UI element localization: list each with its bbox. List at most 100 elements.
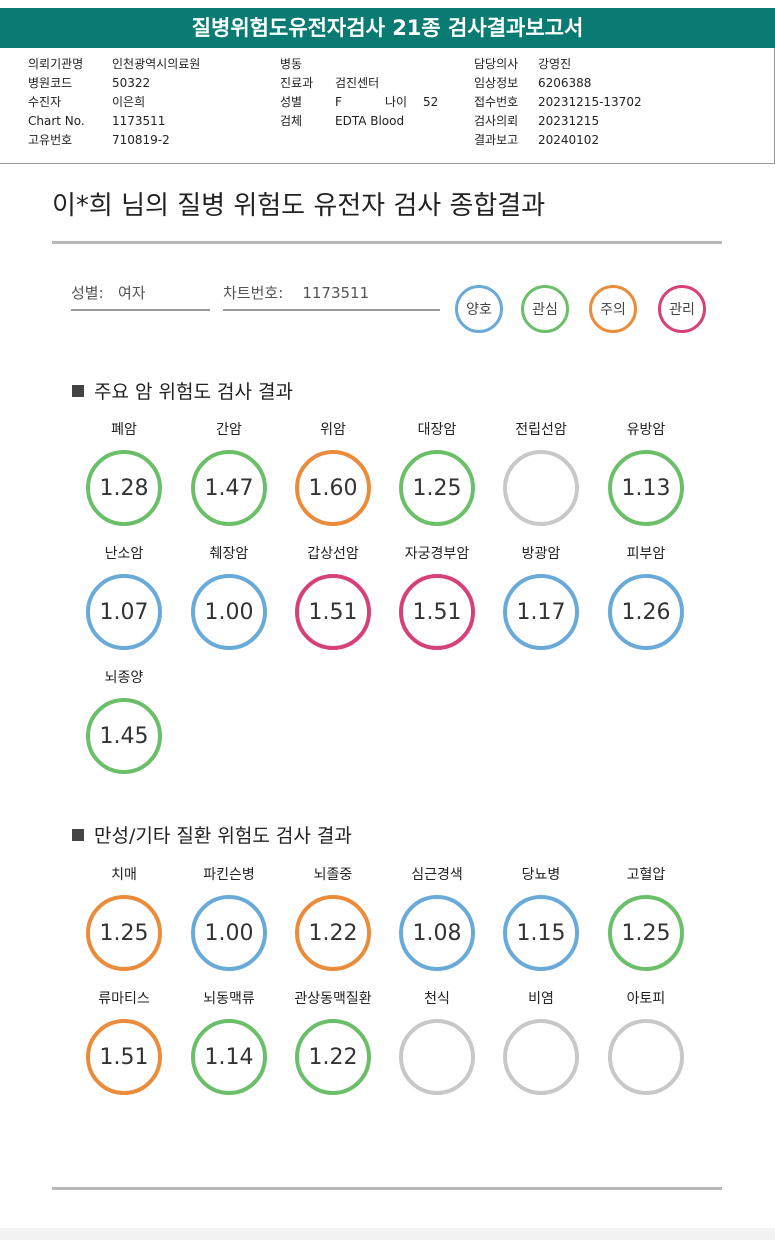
info-col2-value: F bbox=[335, 95, 342, 109]
risk-item: 관상동맥질환 1.22 bbox=[278, 989, 388, 1095]
risk-item: 천식 bbox=[382, 989, 492, 1095]
gender-field: 성별: 여자 bbox=[71, 282, 210, 311]
main-title: 이*희 님의 질병 위험도 유전자 검사 종합결과 bbox=[52, 191, 546, 221]
risk-score-circle: 1.28 bbox=[86, 450, 162, 526]
risk-item: 뇌종양 1.45 bbox=[69, 668, 179, 774]
risk-item: 뇌동맥류 1.14 bbox=[174, 989, 284, 1095]
risk-item-name: 뇌종양 bbox=[104, 670, 144, 686]
risk-score-circle: 1.00 bbox=[191, 895, 267, 971]
age-label: 나이 bbox=[385, 95, 408, 109]
info-col2-label: 성별 bbox=[280, 95, 303, 109]
risk-item-name: 당뇨병 bbox=[521, 867, 561, 883]
risk-item-name: 갑상선암 bbox=[307, 546, 359, 562]
risk-item-name: 자궁경부암 bbox=[404, 546, 470, 562]
info-col3-value: 20231215-13702 bbox=[538, 95, 642, 109]
risk-score-circle: 1.15 bbox=[503, 895, 579, 971]
risk-item: 비염 bbox=[486, 989, 596, 1095]
section-title-cancer: 주요 암 위험도 검사 결과 bbox=[72, 377, 293, 404]
info-col3-value: 강영진 bbox=[538, 57, 572, 71]
risk-item-name: 난소암 bbox=[104, 546, 144, 562]
info-col1-value: 이은희 bbox=[112, 95, 146, 109]
info-col3-label: 검사의뢰 bbox=[474, 114, 519, 128]
risk-item-name: 고혈압 bbox=[626, 867, 666, 883]
header-divider bbox=[0, 163, 775, 164]
info-col3-label: 접수번호 bbox=[474, 95, 519, 109]
risk-item: 유방암 1.13 bbox=[591, 420, 701, 526]
chart-number-value: 1173511 bbox=[302, 284, 370, 302]
risk-item-name: 아토피 bbox=[626, 991, 666, 1007]
age-value: 52 bbox=[423, 95, 439, 109]
risk-item-name: 뇌동맥류 bbox=[203, 991, 255, 1007]
risk-score-circle bbox=[503, 450, 579, 526]
risk-score-circle bbox=[608, 1019, 684, 1095]
risk-score-circle: 1.22 bbox=[295, 895, 371, 971]
risk-item: 췌장암 1.00 bbox=[174, 544, 284, 650]
risk-item-name: 뇌졸중 bbox=[313, 867, 353, 883]
risk-score-circle bbox=[399, 1019, 475, 1095]
risk-item: 갑상선암 1.51 bbox=[278, 544, 388, 650]
risk-item: 당뇨병 1.15 bbox=[486, 865, 596, 971]
info-col1-value: 인천광역시의료원 bbox=[112, 57, 201, 71]
info-col3-label: 담당의사 bbox=[474, 57, 519, 71]
risk-item: 전립선암 bbox=[486, 420, 596, 526]
risk-item: 간암 1.47 bbox=[174, 420, 284, 526]
chart-number-label: 차트번호: bbox=[223, 284, 284, 302]
risk-item-name: 유방암 bbox=[626, 422, 666, 438]
info-col1-label: 고유번호 bbox=[28, 133, 73, 147]
risk-item: 방광암 1.17 bbox=[486, 544, 596, 650]
risk-item-name: 피부암 bbox=[626, 546, 666, 562]
footer-divider bbox=[52, 1187, 722, 1190]
risk-score-circle: 1.25 bbox=[86, 895, 162, 971]
info-col2-label: 검체 bbox=[280, 114, 303, 128]
risk-item-name: 파킨슨병 bbox=[203, 867, 255, 883]
risk-score-circle: 1.00 bbox=[191, 574, 267, 650]
risk-item-name: 전립선암 bbox=[515, 422, 567, 438]
risk-score-circle: 1.22 bbox=[295, 1019, 371, 1095]
risk-score-circle: 1.07 bbox=[86, 574, 162, 650]
gender-value: 여자 bbox=[117, 284, 146, 302]
risk-score-circle: 1.51 bbox=[295, 574, 371, 650]
risk-score-circle: 1.17 bbox=[503, 574, 579, 650]
risk-item: 아토피 bbox=[591, 989, 701, 1095]
risk-item: 위암 1.60 bbox=[278, 420, 388, 526]
legend-badge: 주의 bbox=[589, 285, 637, 333]
risk-item-name: 대장암 bbox=[417, 422, 457, 438]
risk-score-circle bbox=[503, 1019, 579, 1095]
risk-item-name: 치매 bbox=[111, 867, 137, 883]
chart-number-field: 차트번호: 1173511 bbox=[223, 282, 440, 311]
gender-label: 성별: bbox=[71, 284, 104, 302]
info-col3-value: 20231215 bbox=[538, 114, 600, 128]
info-col1-label: Chart No. bbox=[28, 114, 85, 128]
info-col1-value: 710819-2 bbox=[112, 133, 170, 147]
risk-score-circle: 1.26 bbox=[608, 574, 684, 650]
risk-score-circle: 1.47 bbox=[191, 450, 267, 526]
info-col3-label: 임상정보 bbox=[474, 76, 519, 90]
risk-item: 피부암 1.26 bbox=[591, 544, 701, 650]
risk-score-circle: 1.08 bbox=[399, 895, 475, 971]
risk-item-name: 폐암 bbox=[111, 422, 137, 438]
risk-item: 뇌졸중 1.22 bbox=[278, 865, 388, 971]
risk-score-circle: 1.60 bbox=[295, 450, 371, 526]
risk-score-circle: 1.25 bbox=[399, 450, 475, 526]
risk-item-name: 방광암 bbox=[521, 546, 561, 562]
risk-item-name: 심근경색 bbox=[411, 867, 463, 883]
info-col2-label: 진료과 bbox=[280, 76, 314, 90]
risk-item: 류마티스 1.51 bbox=[69, 989, 179, 1095]
info-col1-value: 1173511 bbox=[112, 114, 166, 128]
info-col1-label: 수진자 bbox=[28, 95, 62, 109]
report-title: 질병위험도유전자검사 21종 검사결과보고서 bbox=[0, 8, 775, 48]
risk-item-name: 위암 bbox=[320, 422, 346, 438]
risk-item-name: 류마티스 bbox=[98, 991, 150, 1007]
info-col1-value: 50322 bbox=[112, 76, 151, 90]
info-col2-value: 검진센터 bbox=[335, 76, 380, 90]
risk-item: 심근경색 1.08 bbox=[382, 865, 492, 971]
risk-score-circle: 1.51 bbox=[86, 1019, 162, 1095]
risk-item-name: 간암 bbox=[216, 422, 242, 438]
risk-item-name: 천식 bbox=[424, 991, 450, 1007]
risk-score-circle: 1.45 bbox=[86, 698, 162, 774]
risk-item: 대장암 1.25 bbox=[382, 420, 492, 526]
section-title-chronic: 만성/기타 질환 위험도 검사 결과 bbox=[72, 821, 352, 848]
risk-score-circle: 1.25 bbox=[608, 895, 684, 971]
info-col3-value: 20240102 bbox=[538, 133, 600, 147]
